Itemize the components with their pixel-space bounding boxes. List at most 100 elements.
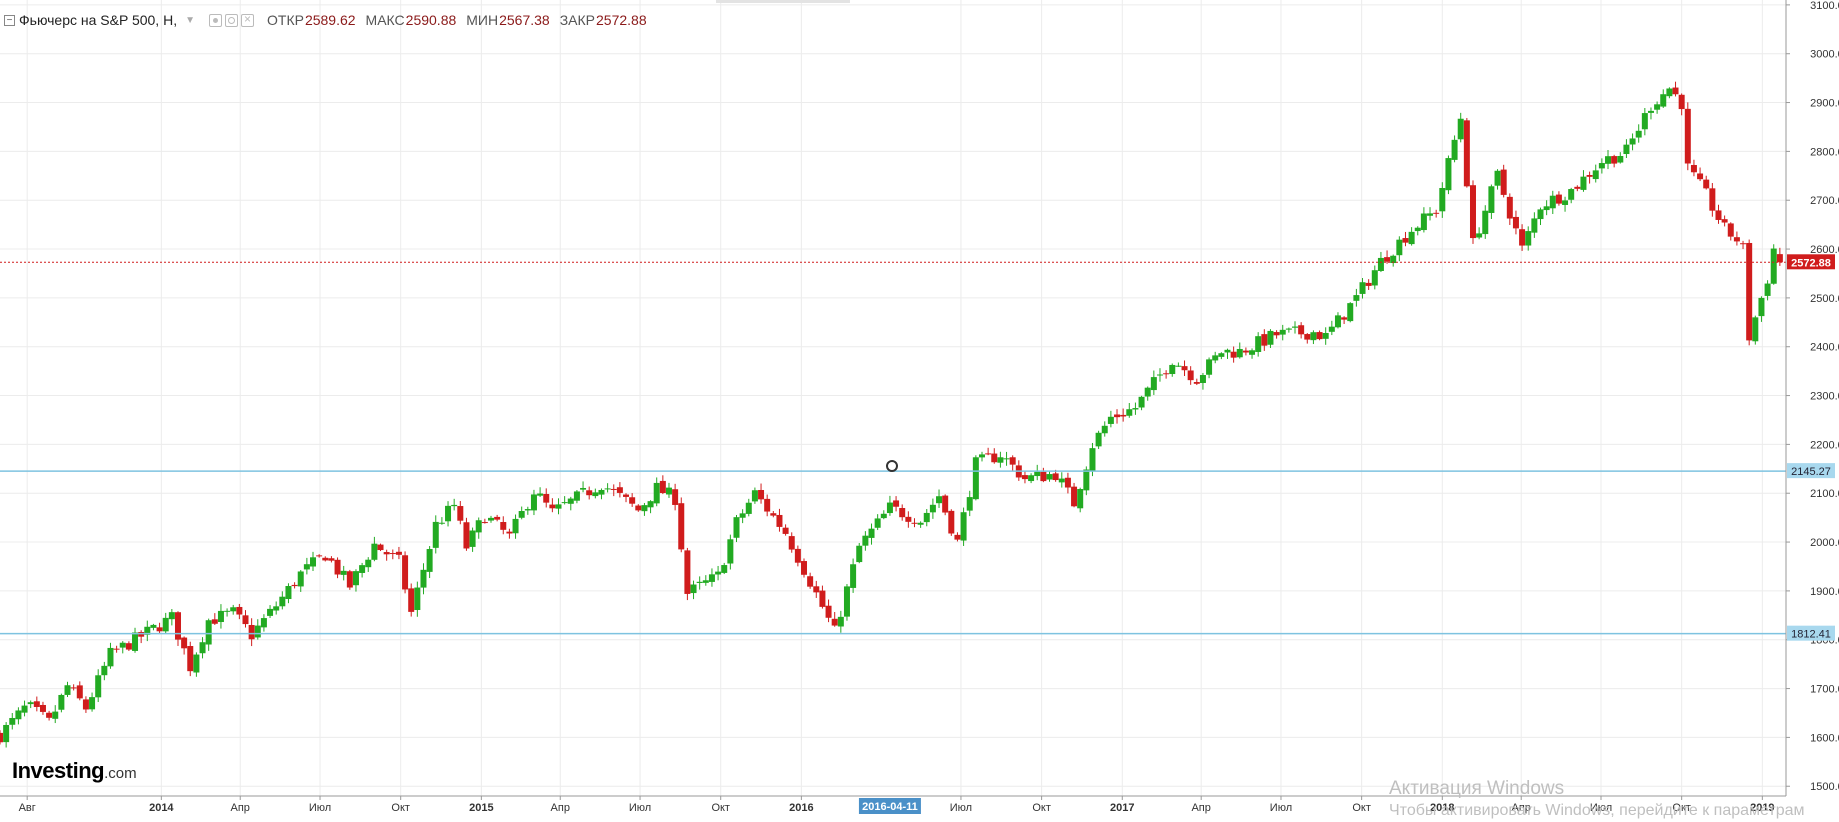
- candle-body: [905, 516, 912, 522]
- candle-body: [217, 610, 224, 623]
- candle-body: [929, 504, 936, 513]
- candle-body: [1255, 336, 1262, 352]
- candle-body: [1764, 283, 1771, 296]
- candle-body: [1733, 237, 1740, 242]
- candle-body: [365, 559, 372, 568]
- candle-body: [1562, 200, 1569, 205]
- price-tick-label: 1600.00: [1810, 732, 1839, 744]
- top-tab-indicator: [716, 0, 850, 3]
- candle-body: [1672, 87, 1679, 95]
- candle-body: [1230, 351, 1237, 358]
- time-tick-label: Апр: [551, 802, 570, 814]
- candle-body: [745, 502, 752, 514]
- candle-body: [991, 453, 998, 463]
- candle-body: [1512, 216, 1519, 229]
- time-tick-label: Апр: [231, 802, 250, 814]
- candle-body: [1193, 382, 1200, 384]
- candle-body: [874, 518, 881, 528]
- candle-body: [1776, 254, 1783, 263]
- candle-body: [193, 654, 200, 673]
- chevron-down-icon[interactable]: ▼: [185, 14, 195, 26]
- candle-body: [635, 505, 642, 511]
- candle-body: [438, 522, 445, 524]
- candle-body: [1457, 118, 1464, 140]
- candle-body: [494, 516, 501, 520]
- price-tick-label: 3100.00: [1810, 0, 1839, 12]
- candle-body: [1494, 170, 1501, 186]
- candle-body: [46, 712, 53, 718]
- candle-body: [1040, 471, 1047, 482]
- candle-body: [475, 520, 482, 533]
- candle-body: [500, 522, 507, 530]
- candle-body: [1095, 432, 1102, 447]
- candle-body: [506, 531, 513, 534]
- candle-body: [82, 699, 89, 710]
- candle-body: [1500, 169, 1507, 195]
- candle-body: [174, 612, 181, 640]
- candle-body: [776, 514, 783, 527]
- eye-icon[interactable]: [209, 13, 222, 27]
- candle-body: [886, 502, 893, 514]
- candle-body: [1666, 88, 1673, 97]
- candle-body: [285, 585, 292, 600]
- close-icon[interactable]: [241, 12, 254, 27]
- candle-body: [64, 685, 71, 695]
- candle-body: [224, 610, 231, 612]
- time-tick-label: Окт: [1352, 802, 1371, 814]
- candle-body: [764, 498, 771, 512]
- gear-icon[interactable]: [225, 13, 238, 27]
- candle-body: [445, 505, 452, 522]
- candle-body: [1623, 144, 1630, 155]
- candle-body: [641, 505, 648, 512]
- candle-body: [334, 559, 341, 575]
- candle-body: [205, 620, 212, 645]
- level-price-tag: [1787, 463, 1835, 479]
- collapse-legend-icon[interactable]: −: [4, 14, 15, 26]
- candle-body: [414, 587, 421, 611]
- candle-body: [647, 501, 654, 508]
- candle-body: [1298, 325, 1305, 335]
- candle-body: [1543, 206, 1550, 211]
- candle-body: [923, 512, 930, 523]
- candle-body: [328, 558, 335, 561]
- candle-body: [1697, 173, 1704, 180]
- candle-body: [15, 710, 22, 720]
- candle-body: [997, 457, 1004, 463]
- candle-body: [672, 489, 679, 505]
- candle-body: [9, 717, 16, 725]
- candle-body: [1752, 317, 1759, 342]
- candle-body: [573, 491, 580, 501]
- candle-body: [880, 513, 887, 519]
- candle-body: [659, 480, 666, 494]
- candle-body: [1003, 458, 1010, 460]
- candle-body: [1598, 163, 1605, 169]
- candle-body: [555, 504, 562, 509]
- candle-body: [1199, 375, 1206, 384]
- candle-body: [770, 513, 777, 516]
- time-tick-label: Июл: [629, 802, 651, 814]
- candle-body: [1218, 353, 1225, 357]
- time-tick-label: 2016: [789, 802, 813, 814]
- candle-body: [27, 702, 34, 705]
- candle-body: [113, 648, 120, 650]
- candle-body: [985, 453, 992, 455]
- candle-body: [260, 618, 267, 628]
- candle-body: [1445, 158, 1452, 191]
- candle-body: [291, 584, 298, 587]
- candle-body: [678, 503, 685, 550]
- candle-body: [1334, 315, 1341, 328]
- candle-body: [1064, 477, 1071, 488]
- price-tick-label: 1700.00: [1810, 684, 1839, 696]
- candle-body: [1414, 227, 1421, 232]
- candle-body: [156, 627, 163, 632]
- candle-body: [1519, 229, 1526, 246]
- candle-body: [1359, 282, 1366, 294]
- candle-body: [911, 522, 918, 524]
- candle-body: [1715, 210, 1722, 220]
- candle-body: [1408, 231, 1415, 245]
- candle-body: [33, 701, 40, 707]
- candle-body: [0, 732, 3, 743]
- candle-body: [1703, 179, 1710, 189]
